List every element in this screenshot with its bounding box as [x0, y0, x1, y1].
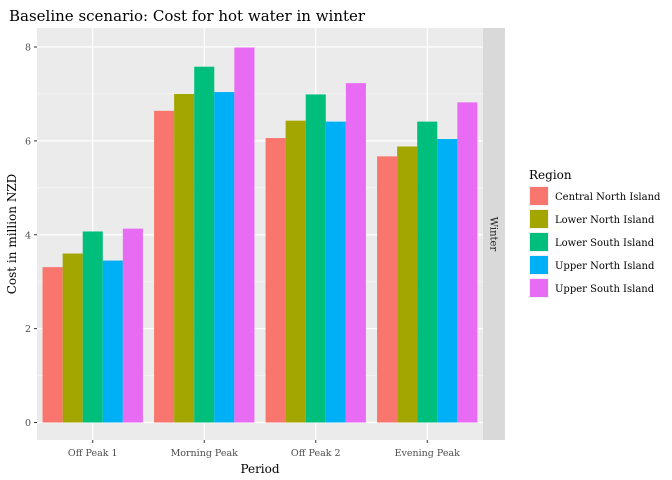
bar — [397, 146, 418, 423]
x-tick-label: Morning Peak — [171, 448, 239, 459]
facet-strip — [483, 28, 505, 440]
legend-swatch — [530, 233, 548, 251]
bar — [285, 120, 306, 423]
y-tick-label: 4 — [25, 230, 31, 241]
bar — [102, 260, 123, 423]
y-tick-label: 0 — [25, 418, 31, 429]
legend-label: Upper North Island — [555, 261, 655, 272]
bar — [122, 228, 143, 423]
bar — [345, 83, 366, 423]
legend: Region Central North Island Lower North I… — [529, 168, 661, 298]
bars — [42, 47, 478, 423]
legend-swatch — [530, 210, 548, 228]
y-tick-label: 8 — [25, 43, 31, 54]
legend-title: Region — [529, 168, 572, 182]
bar — [325, 121, 346, 423]
bar — [234, 47, 255, 423]
x-tick-label: Off Peak 1 — [68, 448, 118, 459]
bar — [457, 102, 478, 423]
bar — [42, 267, 63, 423]
bar — [417, 121, 438, 423]
x-tick-label: Off Peak 2 — [291, 448, 341, 459]
bar — [174, 93, 195, 423]
y-axis-title: Cost in million NZD — [5, 174, 19, 295]
bar — [62, 253, 83, 423]
legend-label: Central North Island — [555, 192, 661, 203]
chart-title: Baseline scenario: Cost for hot water in… — [9, 7, 366, 25]
x-axis-title: Period — [240, 462, 279, 476]
bar — [265, 138, 286, 423]
bar — [214, 92, 235, 423]
bar — [305, 94, 326, 423]
legend-swatch — [530, 256, 548, 274]
y-tick-label: 2 — [25, 324, 31, 335]
bar — [437, 138, 458, 423]
bar — [82, 231, 103, 423]
x-tick-label: Evening Peak — [395, 448, 461, 459]
bar — [377, 156, 398, 423]
legend-label: Lower North Island — [555, 215, 655, 226]
facet-strip-label: Winter — [488, 217, 499, 252]
y-tick-label: 6 — [25, 136, 31, 147]
legend-label: Upper South Island — [555, 284, 655, 295]
legend-swatch — [530, 279, 548, 297]
legend-swatch — [530, 187, 548, 205]
bar — [154, 110, 175, 423]
x-axis: Off Peak 1 Morning Peak Off Peak 2 Evening … — [68, 440, 460, 459]
y-axis: 0 2 4 6 8 — [25, 43, 37, 429]
legend-label: Lower South Island — [555, 238, 655, 249]
bar — [194, 66, 215, 423]
